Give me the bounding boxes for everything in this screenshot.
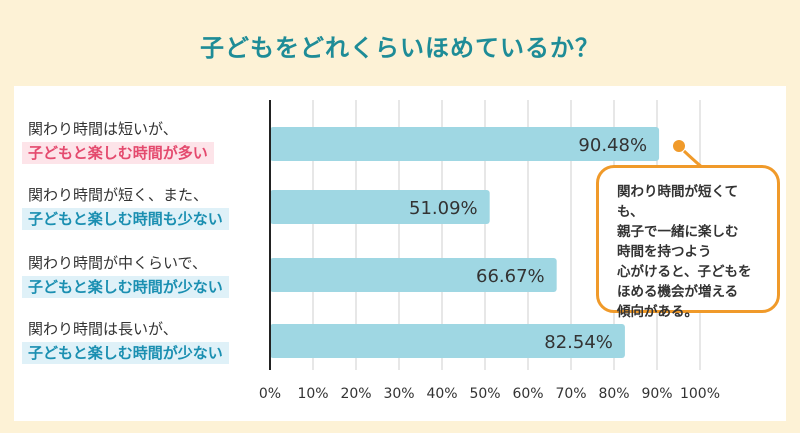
bar-3 bbox=[270, 258, 557, 292]
category-label-1-line1: 関わり時間は短いが、 bbox=[28, 120, 178, 138]
category-label-3-line1: 関わり時間が中くらいで、 bbox=[28, 254, 207, 272]
value-label-4: 82.54% bbox=[544, 332, 613, 353]
category-label-1-line2: 子どもと楽しむ時間が多い bbox=[22, 142, 214, 164]
callout-line-2: 親子で一緒に楽しむ bbox=[617, 224, 739, 240]
value-label-3: 66.67% bbox=[476, 266, 545, 287]
bar-1 bbox=[270, 127, 660, 161]
x-tick-label: 70% bbox=[555, 386, 586, 402]
callout-pointer-dot bbox=[673, 140, 685, 152]
x-tick-label: 0% bbox=[259, 386, 281, 402]
category-label-2-line1: 関わり時間が短く、また、 bbox=[28, 186, 209, 204]
callout-line-6: 傾向がある。 bbox=[617, 304, 698, 320]
callout-line-5: ほめる機会が増える bbox=[617, 284, 739, 300]
x-tick-label: 40% bbox=[426, 386, 457, 402]
value-label-1: 90.48% bbox=[578, 135, 647, 156]
value-label-2: 51.09% bbox=[409, 198, 478, 219]
category-label-4: 関わり時間は長いが、 子どもと楽しむ時間が少ない bbox=[22, 318, 229, 364]
category-label-4-line2: 子どもと楽しむ時間が少ない bbox=[22, 342, 229, 364]
x-tick-label: 80% bbox=[598, 386, 629, 402]
category-label-2: 関わり時間が短く、また、 子どもと楽しむ時間も少ない bbox=[22, 184, 229, 230]
callout-line-4: 心がけると、子どもを bbox=[617, 264, 752, 280]
callout-box: 関わり時間が短くても、 親子で一緒に楽しむ 時間を持つよう 心がけると、子どもを… bbox=[596, 165, 780, 320]
callout-line-3: 時間を持つよう bbox=[617, 244, 712, 260]
x-tick-label: 60% bbox=[512, 386, 543, 402]
chart-title: 子どもをどれくらいほめているか？ bbox=[200, 34, 600, 62]
x-tick-label: 90% bbox=[641, 386, 672, 402]
callout-line-1: 関わり時間が短くても、 bbox=[617, 184, 739, 220]
category-label-3-line2: 子どもと楽しむ時間が少ない bbox=[22, 276, 229, 298]
category-label-3: 関わり時間が中くらいで、 子どもと楽しむ時間が少ない bbox=[22, 252, 229, 298]
x-tick-label: 20% bbox=[340, 386, 371, 402]
bar-4 bbox=[270, 324, 625, 358]
category-label-1: 関わり時間は短いが、 子どもと楽しむ時間が多い bbox=[22, 118, 214, 164]
x-tick-label: 100% bbox=[680, 386, 720, 402]
category-label-4-line1: 関わり時間は長いが、 bbox=[28, 320, 178, 338]
x-tick-label: 50% bbox=[469, 386, 500, 402]
x-tick-label: 30% bbox=[383, 386, 414, 402]
x-tick-label: 10% bbox=[297, 386, 328, 402]
bar-2 bbox=[270, 190, 490, 224]
category-label-2-line2: 子どもと楽しむ時間も少ない bbox=[22, 208, 229, 230]
